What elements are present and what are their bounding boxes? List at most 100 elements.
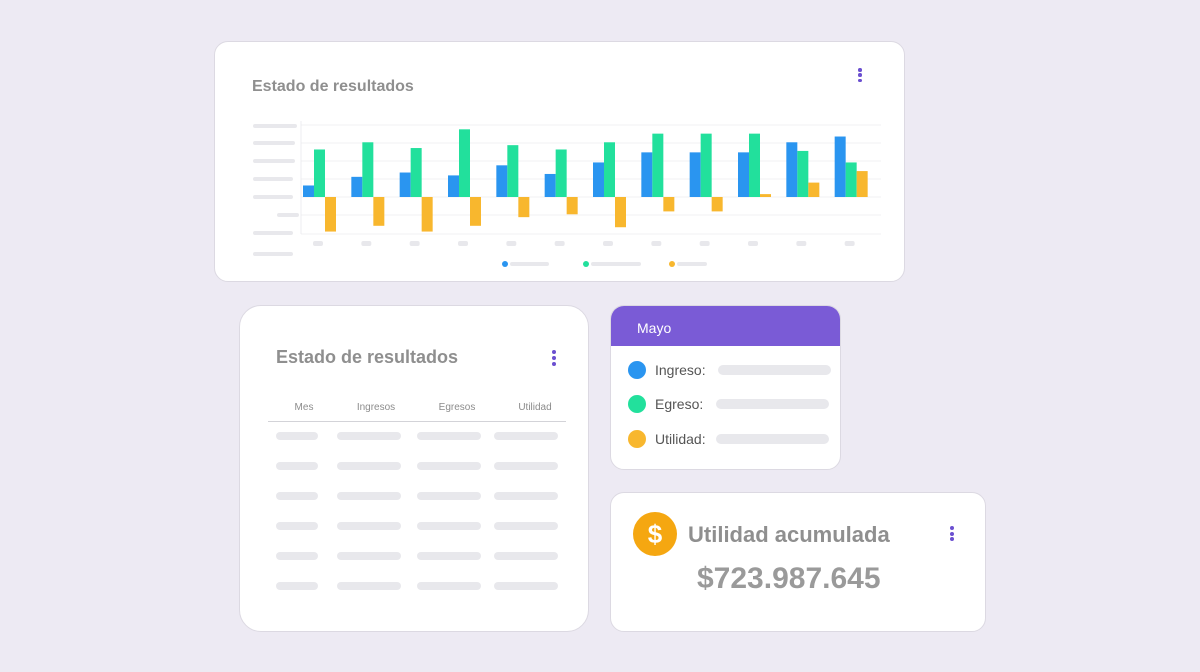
y-tick-placeholder-6 [253, 231, 293, 235]
table-cell-placeholder [417, 432, 481, 440]
table-cell-placeholder [276, 432, 318, 440]
bar-series2-cat10 [808, 182, 820, 197]
bar-chart [253, 121, 881, 267]
bar-series1-cat7 [652, 133, 664, 197]
bar-series0-cat4 [496, 165, 508, 197]
legend-label-placeholder-2 [677, 262, 707, 266]
table-card-kebab-menu-icon[interactable] [549, 350, 559, 366]
column-header-egresos: Egresos [438, 402, 476, 413]
x-tick-placeholder-7 [651, 241, 662, 246]
utilidad-value-placeholder [716, 434, 829, 444]
month-header: Mayo [611, 306, 840, 346]
x-tick-placeholder-3 [458, 241, 468, 246]
x-tick-placeholder-9 [748, 241, 758, 246]
bar-series0-cat7 [641, 152, 653, 197]
table-cell-placeholder [494, 462, 558, 470]
legend-label-placeholder-0 [510, 262, 549, 266]
column-header-mes: Mes [294, 402, 314, 413]
table-header-divider [268, 421, 566, 422]
bar-series1-cat4 [507, 145, 519, 197]
bar-series2-cat3 [470, 197, 481, 226]
legend-label-placeholder-1 [591, 262, 641, 266]
bar-series1-cat11 [845, 162, 857, 197]
y-tick-placeholder-1 [253, 141, 295, 145]
bar-series2-cat8 [711, 197, 723, 212]
table-cell-placeholder [494, 522, 558, 530]
x-tick-placeholder-4 [506, 241, 517, 246]
legend-label-ingreso: Ingreso: [655, 362, 706, 378]
dollar-coin-icon: $ [633, 512, 677, 556]
bar-series2-cat2 [421, 197, 433, 232]
table-cell-placeholder [276, 552, 318, 560]
bar-series1-cat2 [410, 148, 422, 197]
bar-series1-cat9 [749, 133, 760, 197]
bar-series2-cat4 [518, 197, 530, 218]
bar-series1-cat5 [555, 149, 567, 197]
bar-series1-cat10 [797, 150, 809, 197]
legend-label-egreso: Egreso: [655, 396, 704, 412]
bar-series0-cat5 [544, 173, 556, 197]
table-cell-placeholder [417, 552, 481, 560]
bar-series1-cat1 [362, 142, 374, 197]
x-tick-placeholder-0 [313, 241, 323, 246]
x-tick-placeholder-1 [361, 241, 372, 246]
x-tick-placeholder-11 [844, 241, 855, 246]
x-tick-placeholder-2 [409, 241, 420, 246]
x-tick-placeholder-8 [699, 241, 710, 246]
column-header-utilidad: Utilidad [518, 402, 552, 413]
bar-series1-cat0 [314, 149, 325, 197]
column-header-ingresos: Ingresos [356, 402, 396, 413]
legend-label-utilidad: Utilidad: [655, 431, 706, 447]
table-cell-placeholder [494, 582, 558, 590]
table-cell-placeholder [337, 432, 401, 440]
bar-series2-cat6 [615, 197, 626, 228]
table-cell-placeholder [276, 492, 318, 500]
accumulated-profit-value: $723.987.645 [697, 562, 881, 595]
x-tick-placeholder-6 [603, 241, 613, 246]
y-tick-placeholder-2 [253, 159, 295, 163]
y-tick-placeholder-5 [277, 213, 299, 217]
bar-series0-cat1 [351, 176, 363, 197]
utilidad-dot-icon [628, 430, 646, 448]
bar-series1-cat8 [700, 133, 712, 197]
bar-series2-cat1 [373, 197, 385, 226]
y-tick-placeholder-4 [253, 195, 293, 199]
accumulated-profit-card: $ Utilidad acumulada $723.987.645 [610, 492, 986, 632]
table-cell-placeholder [337, 552, 401, 560]
legend-dot-2 [669, 261, 675, 267]
legend-dot-0 [502, 261, 508, 267]
bar-series0-cat3 [448, 175, 459, 197]
total-card-kebab-menu-icon[interactable] [947, 526, 957, 541]
table-cell-placeholder [337, 582, 401, 590]
table-cell-placeholder [417, 492, 481, 500]
table-cell-placeholder [417, 522, 481, 530]
table-cell-placeholder [494, 492, 558, 500]
legend-dot-1 [583, 261, 589, 267]
table-card-title: Estado de resultados [276, 347, 459, 367]
table-cell-placeholder [417, 462, 481, 470]
table-cell-placeholder [337, 462, 401, 470]
y-tick-placeholder-7 [253, 252, 293, 256]
egreso-dot-icon [628, 395, 646, 413]
table-cell-placeholder [494, 552, 558, 560]
legend-row-egreso: Egreso: [628, 394, 833, 414]
chart-card-title: Estado de resultados [252, 78, 414, 95]
table-cell-placeholder [494, 432, 558, 440]
chart-card-kebab-menu-icon[interactable] [855, 68, 865, 82]
ingreso-value-placeholder [718, 365, 831, 375]
table-cell-placeholder [276, 582, 318, 590]
y-tick-placeholder-0 [253, 124, 297, 128]
bar-series0-cat9 [738, 152, 749, 197]
chart-card: Estado de resultados [214, 41, 905, 282]
bar-series0-cat10 [786, 142, 798, 197]
x-tick-placeholder-5 [554, 241, 565, 246]
table-cell-placeholder [337, 522, 401, 530]
legend-row-ingreso: Ingreso: [628, 360, 833, 380]
x-tick-placeholder-10 [796, 241, 807, 246]
table-cell-placeholder [276, 522, 318, 530]
bar-series0-cat11 [834, 136, 846, 197]
bar-series0-cat6 [593, 162, 604, 197]
bar-series2-cat11 [856, 171, 868, 197]
bar-series1-cat6 [604, 142, 615, 197]
bar-series1-cat3 [459, 129, 470, 197]
